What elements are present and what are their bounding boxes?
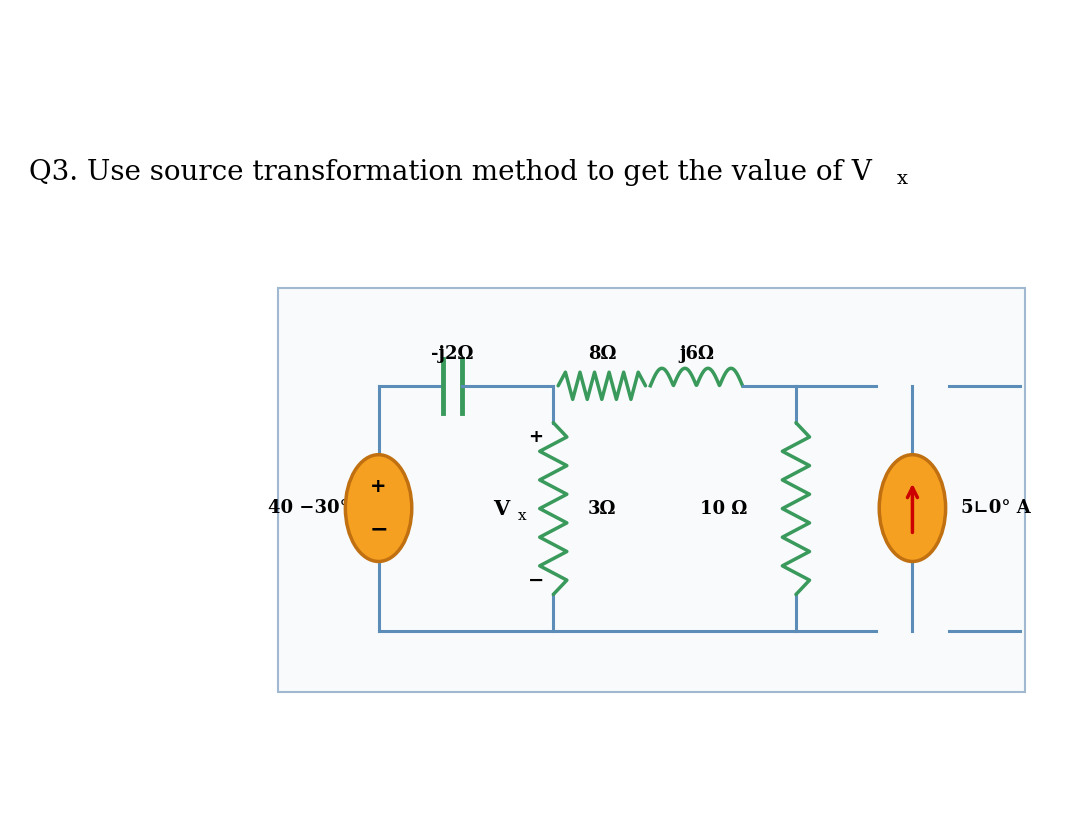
Text: 10 Ω: 10 Ω bbox=[700, 500, 747, 518]
Text: j6Ω: j6Ω bbox=[679, 345, 714, 363]
Ellipse shape bbox=[879, 454, 946, 561]
Text: x: x bbox=[518, 509, 527, 523]
Text: +: + bbox=[528, 427, 543, 445]
Text: -j2Ω: -j2Ω bbox=[431, 345, 473, 363]
Text: Q3. Use source transformation method to get the value of V: Q3. Use source transformation method to … bbox=[29, 159, 872, 186]
Bar bbox=[278, 288, 1025, 691]
Text: x: x bbox=[896, 170, 908, 188]
Text: +: + bbox=[370, 477, 387, 496]
Text: 40 −30° V: 40 −30° V bbox=[268, 499, 369, 517]
Text: 3Ω: 3Ω bbox=[588, 500, 616, 518]
Ellipse shape bbox=[346, 454, 411, 561]
Text: 8Ω: 8Ω bbox=[588, 345, 616, 363]
Text: 5∟0° A: 5∟0° A bbox=[961, 499, 1030, 517]
Text: −: − bbox=[369, 519, 388, 539]
Text: −: − bbox=[528, 570, 544, 589]
Text: V: V bbox=[494, 499, 510, 518]
